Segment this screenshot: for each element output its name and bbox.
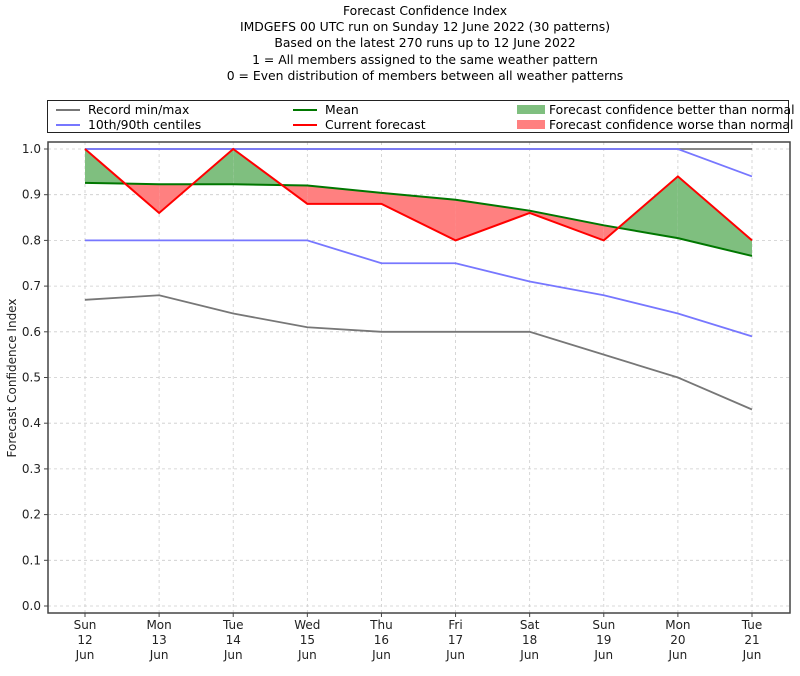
- record-min-line: [84, 294, 753, 411]
- legend-better-label: Forecast confidence better than normal: [549, 102, 795, 117]
- legend-record: Record min/max: [56, 102, 189, 117]
- x-tick-label: Fri: [448, 618, 462, 632]
- y-tick-label: 0.8: [22, 233, 41, 247]
- x-tick-label: Sun: [74, 618, 97, 632]
- y-axis-label: Forecast Confidence Index: [5, 299, 19, 458]
- current-forecast-line: [84, 147, 753, 242]
- fill-worse-than-normal: [455, 199, 530, 241]
- x-tick-label: Mon: [665, 618, 690, 632]
- legend: Record min/max 10th/90th centiles Mean C…: [47, 100, 795, 133]
- centile-90-line: [85, 148, 753, 178]
- legend-mean: Mean: [293, 102, 359, 117]
- x-tick-label: Jun: [149, 648, 169, 662]
- y-tick-label: 0.4: [22, 416, 41, 430]
- y-tick-label: 0.5: [22, 371, 41, 385]
- x-tick-label: Tue: [741, 618, 763, 632]
- x-tick-label: 18: [522, 633, 537, 647]
- x-tick-label: 16: [374, 633, 389, 647]
- x-tick-label: Jun: [445, 648, 465, 662]
- x-tick-label: 15: [300, 633, 315, 647]
- y-tick-label: 1.0: [22, 142, 41, 156]
- y-tick-label: 0.2: [22, 508, 41, 522]
- fill-worse-than-normal: [307, 185, 382, 204]
- x-tick-label: 14: [226, 633, 241, 647]
- x-tick-label: 12: [77, 633, 92, 647]
- legend-record-swatch: [56, 108, 80, 111]
- title-line-4: 1 = All members assigned to the same wea…: [252, 51, 598, 67]
- x-tick-label: 21: [744, 633, 759, 647]
- title-line-1: Forecast Confidence Index: [342, 3, 508, 18]
- x-tick-label: 17: [448, 633, 463, 647]
- x-tick-label: Jun: [223, 648, 243, 662]
- x-tick-label: Sat: [520, 618, 540, 632]
- x-tick-label: Wed: [294, 618, 320, 632]
- legend-mean-swatch: [293, 108, 317, 111]
- centile-10-line: [85, 239, 753, 338]
- x-tick-label: Jun: [297, 648, 317, 662]
- legend-worse-swatch: [517, 120, 545, 129]
- x-tick-label: Jun: [742, 648, 762, 662]
- x-tick-label: Jun: [75, 648, 95, 662]
- legend-worse-label: Forecast confidence worse than normal: [549, 117, 794, 132]
- x-axis: Sun12JunMon13JunTue14JunWed15JunThu16Jun…: [74, 613, 763, 662]
- x-tick-label: 13: [151, 633, 166, 647]
- fill-better-than-normal: [618, 176, 678, 239]
- series-lines: [84, 147, 753, 411]
- title-line-3: Based on the latest 270 runs up to 12 Ju…: [274, 35, 576, 51]
- x-tick-label: Jun: [519, 648, 539, 662]
- y-tick-label: 0.7: [22, 279, 41, 293]
- title-line-2: IMDGEFS 00 UTC run on Sunday 12 June 202…: [239, 19, 611, 35]
- x-tick-label: 19: [596, 633, 611, 647]
- x-tick-label: Tue: [222, 618, 244, 632]
- legend-centiles: 10th/90th centiles: [56, 117, 201, 132]
- legend-worse: Forecast confidence worse than normal: [517, 117, 793, 132]
- y-axis: 0.0 0.1 0.2 0.3 0.4 0.5 0.6 0.7 0.8 0.9 1.0: [22, 142, 48, 613]
- y-tick-label: 0.1: [22, 553, 41, 567]
- x-tick-label: Jun: [593, 648, 613, 662]
- x-tick-label: 20: [670, 633, 685, 647]
- x-tick-label: Thu: [369, 618, 393, 632]
- x-tick-label: Jun: [668, 648, 688, 662]
- legend-record-label: Record min/max: [88, 102, 190, 117]
- legend-centiles-label: 10th/90th centiles: [88, 117, 202, 132]
- legend-better-swatch: [517, 105, 545, 114]
- x-tick-label: Mon: [146, 618, 171, 632]
- x-tick-label: Jun: [371, 648, 391, 662]
- y-tick-label: 0.6: [22, 325, 41, 339]
- legend-current-label: Current forecast: [325, 117, 426, 132]
- legend-centiles-swatch: [56, 123, 80, 126]
- fill-better-than-normal: [677, 176, 752, 256]
- y-tick-label: 0.9: [22, 188, 41, 202]
- y-tick-label: 0.0: [22, 599, 41, 613]
- legend-better: Forecast confidence better than normal: [517, 102, 795, 117]
- mean-line: [84, 181, 753, 257]
- legend-mean-label: Mean: [325, 102, 359, 117]
- x-tick-label: Sun: [592, 618, 615, 632]
- title-line-5: 0 = Even distribution of members between…: [226, 67, 624, 83]
- legend-current: Current forecast: [293, 117, 426, 132]
- chart-title: Forecast Confidence Index IMDGEFS 00 UTC…: [0, 3, 800, 84]
- legend-current-swatch: [293, 123, 317, 126]
- fill-worse-than-normal: [381, 192, 456, 241]
- y-tick-label: 0.3: [22, 462, 41, 476]
